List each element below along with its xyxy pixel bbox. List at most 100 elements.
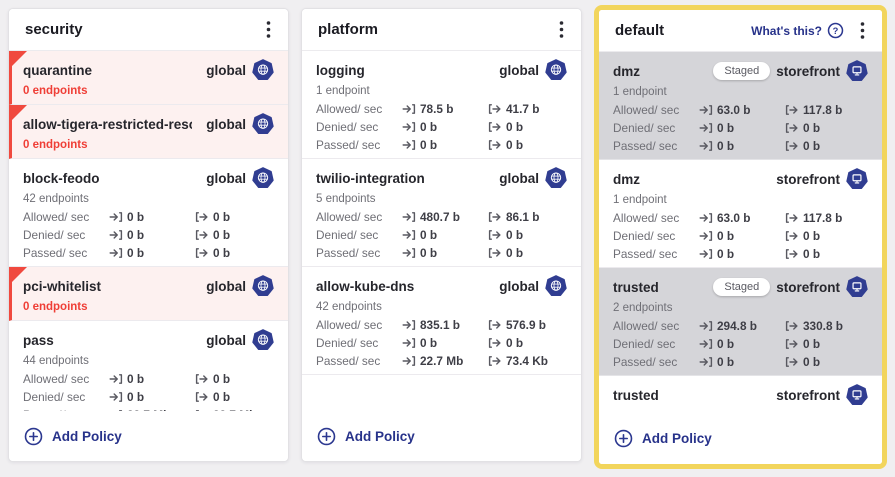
column-footer: Add Policy <box>302 411 581 461</box>
egress-stat: 0 b <box>785 337 820 351</box>
stat-row-denied: Denied/ sec 0 b 0 b <box>23 390 274 404</box>
ingress-stat: 835.1 b <box>402 318 488 332</box>
egress-stat: 0 b <box>785 139 820 153</box>
policy-name: pci-whitelist <box>23 278 102 294</box>
whats-this-link[interactable]: What's this? <box>751 22 844 39</box>
stat-row-allowed: Allowed/ sec 0 b 0 b <box>23 372 274 386</box>
ingress-arrow-icon <box>109 409 123 411</box>
add-policy-button[interactable]: Add Policy <box>24 427 122 446</box>
namespace-policy-icon <box>846 276 868 298</box>
endpoint-count: 1 endpoint <box>316 85 370 97</box>
policy-scope: global <box>206 116 246 132</box>
stat-row-allowed: Allowed/ sec 294.8 b 330.8 b <box>613 319 868 333</box>
add-policy-button[interactable]: Add Policy <box>317 427 415 446</box>
policy-name: quarantine <box>23 62 93 78</box>
plus-circle-icon <box>24 427 43 446</box>
endpoint-count: 42 endpoints <box>23 193 89 205</box>
policy-tier-column-default: default What's this? dmz Staged storefro… <box>599 10 882 464</box>
endpoint-count: 0 endpoints <box>23 301 88 313</box>
policy-card-allow-kube-dns[interactable]: allow-kube-dns global 42 endpoints Allow… <box>302 267 581 375</box>
global-policy-icon <box>252 329 274 351</box>
egress-arrow-icon <box>488 247 502 259</box>
policy-card-dmz-staged[interactable]: dmz Staged storefront 1 endpoint Allowed… <box>599 52 882 160</box>
ingress-arrow-icon <box>699 248 713 260</box>
policy-card-trusted-staged[interactable]: trusted Staged storefront 2 endpoints Al… <box>599 268 882 376</box>
policy-name: dmz <box>613 171 640 187</box>
policy-card-logging[interactable]: logging global 1 endpoint Allowed/ sec 7… <box>302 51 581 159</box>
ingress-stat: 0 b <box>109 372 195 386</box>
stat-row-allowed: Allowed/ sec 480.7 b 86.1 b <box>316 210 567 224</box>
policy-card-quarantine[interactable]: quarantine global 0 endpoints <box>9 51 288 105</box>
egress-stat: 0 b <box>488 120 523 134</box>
egress-arrow-icon <box>488 211 502 223</box>
column-body: quarantine global 0 endpoints allow-tige… <box>9 51 288 411</box>
endpoint-count: 0 endpoints <box>23 139 88 151</box>
column-footer: Add Policy <box>9 411 288 461</box>
alert-corner-icon <box>12 105 27 120</box>
global-policy-icon <box>252 113 274 135</box>
global-policy-icon <box>252 59 274 81</box>
stat-label: Allowed/ sec <box>316 102 383 116</box>
stat-label: Passed/ sec <box>316 246 381 260</box>
question-circle-icon <box>827 22 844 39</box>
ingress-arrow-icon <box>699 356 713 368</box>
stat-label: Denied/ sec <box>316 120 379 134</box>
add-policy-button[interactable]: Add Policy <box>614 429 712 448</box>
column-menu-button[interactable] <box>552 18 571 41</box>
column-menu-button[interactable] <box>853 19 872 42</box>
namespace-policy-icon <box>846 60 868 82</box>
egress-arrow-icon <box>488 337 502 349</box>
kebab-menu-icon <box>860 22 865 39</box>
egress-stat: 0 b <box>488 336 523 350</box>
egress-stat: 0 b <box>785 247 820 261</box>
policy-card-twilio-integration[interactable]: twilio-integration global 5 endpoints Al… <box>302 159 581 267</box>
egress-stat: 0 b <box>195 246 230 260</box>
ingress-stat: 0 b <box>699 355 785 369</box>
column-title: security <box>25 21 83 38</box>
stat-row-denied: Denied/ sec 0 b 0 b <box>613 337 868 351</box>
stat-row-passed: Passed/ sec 0 b 0 b <box>613 355 868 369</box>
policy-name: pass <box>23 332 54 348</box>
policy-card-pci-whitelist[interactable]: pci-whitelist global 0 endpoints <box>9 267 288 321</box>
endpoint-count: 5 endpoints <box>316 193 376 205</box>
endpoint-count: 1 endpoint <box>613 86 667 98</box>
policy-card-allow-tigera-restricted-resources[interactable]: allow-tigera-restricted-resources global… <box>9 105 288 159</box>
policy-card-trusted[interactable]: trusted storefront <box>599 376 882 412</box>
egress-arrow-icon <box>785 212 799 224</box>
policy-scope: global <box>206 278 246 294</box>
policy-scope: global <box>499 170 539 186</box>
staged-badge: Staged <box>713 278 771 296</box>
ingress-arrow-icon <box>109 247 123 259</box>
stat-row-passed: Passed/ sec 0 b 0 b <box>316 246 567 260</box>
policy-name: allow-tigera-restricted-resources <box>23 116 192 132</box>
policy-card-block-feodo[interactable]: block-feodo global 42 endpoints Allowed/… <box>9 159 288 267</box>
global-policy-icon <box>545 275 567 297</box>
global-policy-icon <box>545 167 567 189</box>
egress-stat: 0 b <box>785 229 820 243</box>
egress-stat: 73.4 Kb <box>488 354 548 368</box>
policy-name: trusted <box>613 387 659 403</box>
egress-arrow-icon <box>785 122 799 134</box>
egress-arrow-icon <box>195 409 209 411</box>
ingress-arrow-icon <box>402 247 416 259</box>
ingress-stat: 0 b <box>402 228 488 242</box>
stat-label: Denied/ sec <box>613 337 676 351</box>
ingress-arrow-icon <box>402 139 416 151</box>
egress-arrow-icon <box>785 140 799 152</box>
stat-row-denied: Denied/ sec 0 b 0 b <box>613 121 868 135</box>
egress-stat: 86.1 b <box>488 210 539 224</box>
stat-label: Allowed/ sec <box>23 210 90 224</box>
stat-row-allowed: Allowed/ sec 63.0 b 117.8 b <box>613 211 868 225</box>
policy-tier-column-security: security quarantine global 0 endpoints <box>8 8 289 462</box>
ingress-arrow-icon <box>699 320 713 332</box>
policy-card-pass[interactable]: pass global 44 endpoints Allowed/ sec 0 … <box>9 321 288 411</box>
column-menu-button[interactable] <box>259 18 278 41</box>
ingress-stat: 0 b <box>699 139 785 153</box>
stat-label: Passed/ sec <box>613 247 678 261</box>
egress-arrow-icon <box>195 229 209 241</box>
policy-card-dmz[interactable]: dmz storefront 1 endpoint Allowed/ sec 6… <box>599 160 882 268</box>
policy-scope: global <box>206 170 246 186</box>
egress-stat: 0 b <box>488 246 523 260</box>
stat-label: Denied/ sec <box>316 336 379 350</box>
ingress-arrow-icon <box>109 211 123 223</box>
